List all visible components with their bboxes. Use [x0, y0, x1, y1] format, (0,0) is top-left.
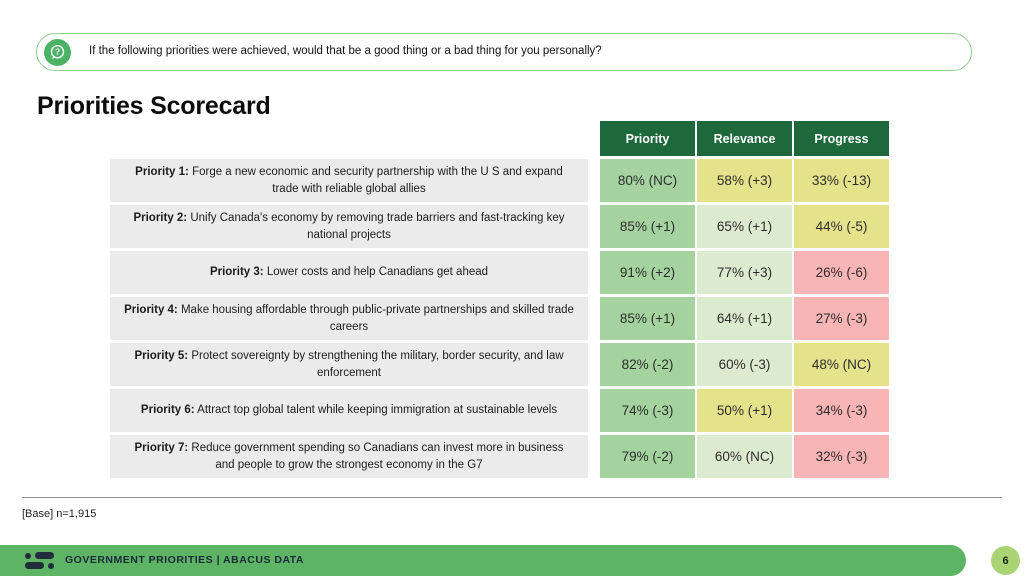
- question-text: If the following priorities were achieve…: [89, 45, 602, 57]
- relevance-score-cell: 60% (-3): [697, 343, 792, 386]
- abacus-data-logo-icon: [25, 552, 55, 569]
- priority-score-cell: 74% (-3): [600, 389, 695, 432]
- svg-text:?: ?: [55, 46, 60, 56]
- priority-score-cell: 85% (+1): [600, 205, 695, 248]
- table-row: Priority 5: Protect sovereignty by stren…: [110, 343, 889, 386]
- column-header-priority: Priority: [600, 121, 695, 156]
- priority-text: Protect sovereignty by strengthening the…: [191, 350, 564, 379]
- priority-description: Priority 5: Protect sovereignty by stren…: [110, 343, 588, 386]
- relevance-score-cell: 64% (+1): [697, 297, 792, 340]
- table-row: Priority 1: Forge a new economic and sec…: [110, 159, 889, 202]
- priority-score-cell: 82% (-2): [600, 343, 695, 386]
- progress-score-cell: 34% (-3): [794, 389, 889, 432]
- priority-text: Lower costs and help Canadians get ahead: [266, 266, 489, 279]
- table-row: Priority 7: Reduce government spending s…: [110, 435, 889, 478]
- column-header-relevance: Relevance: [697, 121, 792, 156]
- priority-label: Priority 2:: [133, 212, 188, 225]
- question-bubble-icon: ?: [44, 38, 71, 66]
- priority-label: Priority 1:: [135, 166, 189, 179]
- priority-text: Reduce government spending so Canadians …: [191, 442, 564, 471]
- progress-score-cell: 32% (-3): [794, 435, 889, 478]
- scorecard-table: Priority Relevance Progress Priority 1: …: [110, 121, 889, 481]
- priority-label: Priority 5:: [134, 350, 189, 363]
- page-number-badge: 6: [991, 546, 1020, 575]
- priority-score-cell: 85% (+1): [600, 297, 695, 340]
- footer-label: GOVERNMENT PRIORITIES | ABACUS DATA: [65, 554, 304, 566]
- priority-description: Priority 4: Make housing affordable thro…: [110, 297, 588, 340]
- progress-score-cell: 44% (-5): [794, 205, 889, 248]
- priority-label: Priority 4:: [124, 304, 178, 317]
- priority-text: Make housing affordable through public-p…: [180, 304, 574, 333]
- progress-score-cell: 33% (-13): [794, 159, 889, 202]
- progress-score-cell: 48% (NC): [794, 343, 889, 386]
- footer-divider-line: [22, 497, 1002, 498]
- column-header-progress: Progress: [794, 121, 889, 156]
- table-row: Priority 4: Make housing affordable thro…: [110, 297, 889, 340]
- page-title: Priorities Scorecard: [37, 92, 271, 120]
- table-row: Priority 3: Lower costs and help Canadia…: [110, 251, 889, 294]
- table-header-row: Priority Relevance Progress: [600, 121, 889, 156]
- priority-label: Priority 3:: [209, 266, 264, 279]
- progress-score-cell: 27% (-3): [794, 297, 889, 340]
- relevance-score-cell: 58% (+3): [697, 159, 792, 202]
- progress-score-cell: 26% (-6): [794, 251, 889, 294]
- priority-score-cell: 80% (NC): [600, 159, 695, 202]
- priority-description: Priority 2: Unify Canada's economy by re…: [110, 205, 588, 248]
- priority-text: Unify Canada's economy by removing trade…: [190, 212, 565, 241]
- question-banner: ? If the following priorities were achie…: [36, 33, 972, 71]
- priority-label: Priority 7:: [134, 442, 189, 455]
- relevance-score-cell: 65% (+1): [697, 205, 792, 248]
- priority-label: Priority 6:: [140, 404, 195, 417]
- priority-description: Priority 7: Reduce government spending s…: [110, 435, 588, 478]
- footer-bar: GOVERNMENT PRIORITIES | ABACUS DATA: [0, 545, 966, 576]
- priority-score-cell: 79% (-2): [600, 435, 695, 478]
- priority-score-cell: 91% (+2): [600, 251, 695, 294]
- relevance-score-cell: 77% (+3): [697, 251, 792, 294]
- base-note: [Base] n=1,915: [22, 508, 97, 520]
- relevance-score-cell: 60% (NC): [697, 435, 792, 478]
- table-row: Priority 2: Unify Canada's economy by re…: [110, 205, 889, 248]
- relevance-score-cell: 50% (+1): [697, 389, 792, 432]
- table-row: Priority 6: Attract top global talent wh…: [110, 389, 889, 432]
- priority-text: Forge a new economic and security partne…: [192, 166, 563, 195]
- priority-description: Priority 6: Attract top global talent wh…: [110, 389, 588, 432]
- priority-text: Attract top global talent while keeping …: [197, 404, 558, 417]
- priority-description: Priority 1: Forge a new economic and sec…: [110, 159, 588, 202]
- priority-description: Priority 3: Lower costs and help Canadia…: [110, 251, 588, 294]
